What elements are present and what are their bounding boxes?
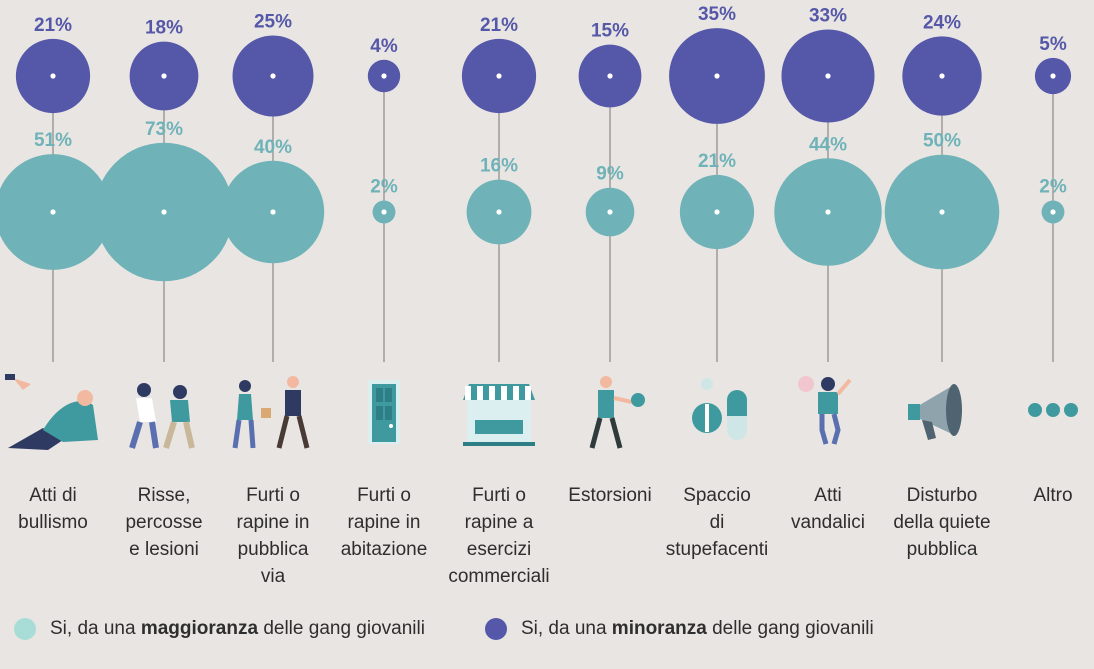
- bubbles: [0, 28, 1072, 282]
- bubble-center-dot: [939, 73, 945, 79]
- value-label-minoranza-altro: 5%: [1039, 34, 1067, 55]
- bubble-center-dot: [1050, 73, 1056, 79]
- category-label-atti-vandalici: Atti vandalici: [791, 485, 865, 533]
- legend-item-maggioranza: Si, da una maggioranza delle gang giovan…: [14, 618, 425, 640]
- value-label-minoranza-atti-vandalici: 33%: [809, 5, 847, 26]
- legend-item-minoranza: Si, da una minoranza delle gang giovanil…: [484, 618, 874, 640]
- megaphone-icon: [908, 384, 962, 440]
- value-label-minoranza-spaccio-di-stupefacenti: 35%: [698, 4, 736, 25]
- extortion-icon: [589, 376, 645, 449]
- value-label-maggioranza-altro: 2%: [1039, 177, 1067, 198]
- value-label-maggioranza-risse-percosse-e-lesioni: 73%: [145, 119, 183, 140]
- legend-label-minoranza: Si, da una minoranza delle gang giovanil…: [520, 618, 874, 639]
- value-label-minoranza-furti-o-rapine-a-esercizi-commerciali: 21%: [480, 15, 518, 36]
- category-label-atti-di-bullismo: Atti di bullismo: [18, 485, 88, 533]
- bubble-center-dot: [939, 209, 945, 215]
- value-label-maggioranza-disturbo-della-quiete-pubblica: 50%: [923, 131, 961, 152]
- legend: Si, da una maggioranza delle gang giovan…: [14, 618, 934, 640]
- legend-swatch-maggioranza: [14, 618, 36, 640]
- category-label-risse-percosse-e-lesioni: Risse, percosse e lesioni: [125, 485, 202, 560]
- shop-icon: [463, 384, 535, 446]
- value-label-maggioranza-spaccio-di-stupefacenti: 21%: [698, 151, 736, 172]
- category-label-disturbo-della-quiete-pubblica: Disturbo della quiete pubblica: [893, 485, 990, 560]
- value-label-minoranza-atti-di-bullismo: 21%: [34, 15, 72, 36]
- fight-icon: [129, 383, 195, 449]
- category-icons: [5, 374, 1078, 450]
- bubble-center-dot: [161, 73, 167, 79]
- category-labels: Atti di bullismo Risse, percosse e lesioni Fu…: [18, 485, 1072, 587]
- value-label-maggioranza-estorsioni: 9%: [596, 164, 624, 185]
- house-door-icon: [368, 380, 400, 444]
- bullying-icon: [5, 374, 98, 450]
- value-label-maggioranza-furti-o-rapine-a-esercizi-commerciali: 16%: [480, 156, 518, 177]
- bubble-center-dot: [825, 209, 831, 215]
- category-label-spaccio-di-stupefacenti: Spaccio di stupefacenti: [666, 485, 768, 560]
- bubble-center-dot: [161, 209, 167, 215]
- value-label-minoranza-furti-o-rapine-in-pubblica-via: 25%: [254, 12, 292, 33]
- value-label-maggioranza-furti-o-rapine-in-pubblica-via: 40%: [254, 137, 292, 158]
- vandalism-icon: [798, 376, 852, 445]
- value-label-minoranza-estorsioni: 15%: [591, 21, 629, 42]
- bubble-center-dot: [496, 73, 502, 79]
- bubble-center-dot: [270, 73, 276, 79]
- category-label-furti-o-rapine-in-abitazione: Furti o rapine in abitazione: [341, 485, 428, 560]
- bubble-center-dot: [50, 209, 56, 215]
- bubble-center-dot: [1050, 209, 1056, 215]
- value-label-maggioranza-furti-o-rapine-in-abitazione: 2%: [370, 177, 398, 198]
- bubble-center-dot: [496, 209, 502, 215]
- bubble-center-dot: [714, 209, 720, 215]
- bubble-center-dot: [381, 73, 387, 79]
- legend-label-maggioranza: Si, da una maggioranza delle gang giovan…: [50, 618, 425, 639]
- drugs-icon: [692, 378, 747, 440]
- bubble-center-dot: [714, 73, 720, 79]
- category-label-furti-o-rapine-in-pubblica-via: Furti o rapine in pubblica via: [237, 485, 310, 587]
- bubble-center-dot: [381, 209, 387, 215]
- street-robbery-icon: [232, 376, 310, 449]
- bubble-center-dot: [50, 73, 56, 79]
- value-label-minoranza-furti-o-rapine-in-abitazione: 4%: [370, 36, 398, 57]
- category-label-altro: Altro: [1033, 485, 1072, 506]
- legend-swatch-minoranza: [484, 618, 507, 640]
- value-label-minoranza-risse-percosse-e-lesioni: 18%: [145, 18, 183, 39]
- category-label-estorsioni: Estorsioni: [568, 485, 651, 506]
- value-labels: 51% 21% 73% 18% 40% 25% 2% 4% 16% 21% 9% 15% 21% 35% 4…: [34, 4, 1067, 197]
- more-dots-icon: [1028, 403, 1078, 417]
- bubble-center-dot: [607, 209, 613, 215]
- bubble-center-dot: [607, 73, 613, 79]
- bubble-center-dot: [270, 209, 276, 215]
- category-label-furti-o-rapine-a-esercizi-commerciali: Furti o rapine a esercizi commerciali: [448, 485, 549, 587]
- value-label-minoranza-disturbo-della-quiete-pubblica: 24%: [923, 12, 961, 33]
- value-label-maggioranza-atti-di-bullismo: 51%: [34, 130, 72, 151]
- bubble-center-dot: [825, 73, 831, 79]
- bubble-chart: 51% 21% 73% 18% 40% 25% 2% 4% 16% 21% 9% 15% 21% 35% 4…: [0, 4, 1078, 587]
- value-label-maggioranza-atti-vandalici: 44%: [809, 134, 847, 155]
